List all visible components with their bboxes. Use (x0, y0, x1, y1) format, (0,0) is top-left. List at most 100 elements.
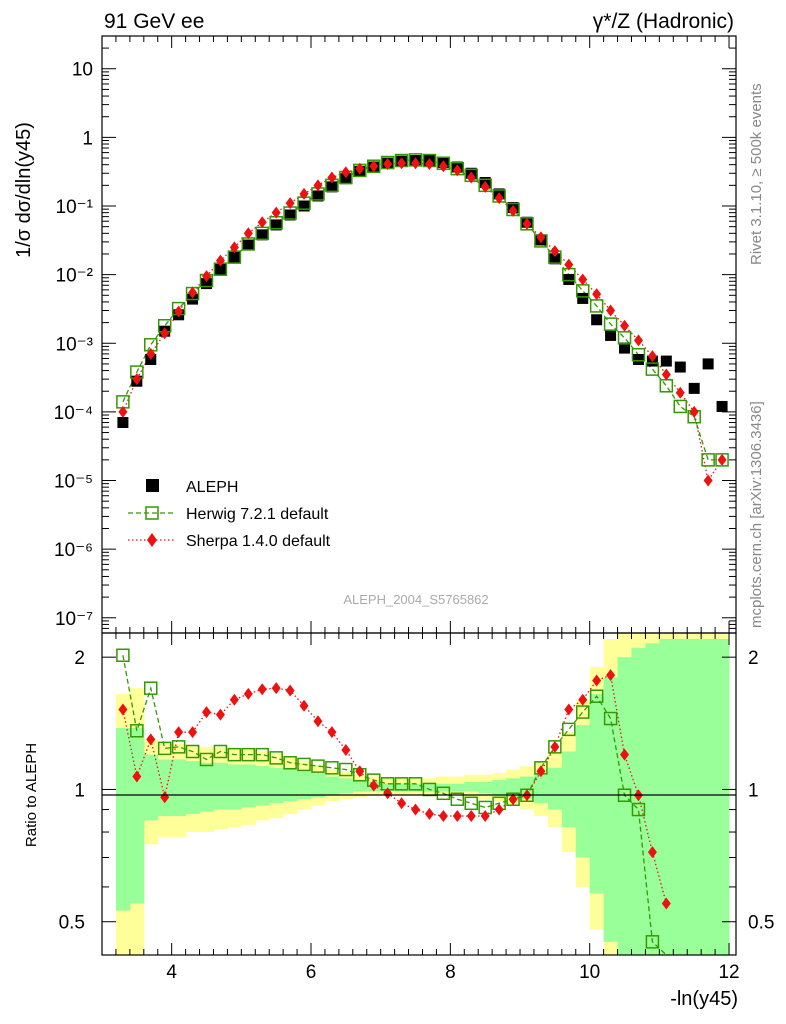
sherpa-ratio-point (285, 684, 295, 697)
herwig-point (631, 348, 646, 362)
ratio-band-inner (464, 781, 479, 792)
aleph-point (577, 292, 589, 304)
ratio-band-inner (687, 638, 702, 955)
herwig-ratio-line (122, 655, 667, 956)
aleph-point (298, 200, 310, 212)
main-y-tick-label: 10⁻¹ (56, 197, 94, 218)
ratio-y-tick-label-left: 0.5 (59, 913, 85, 934)
herwig-ratio-point (408, 777, 423, 791)
ratio-band-inner (185, 761, 201, 814)
ratio-band-inner (659, 638, 674, 955)
main-y-tick-label: 10⁻⁷ (55, 609, 93, 630)
sherpa-ratio-point (146, 733, 156, 746)
sherpa-ratio-point (564, 703, 574, 716)
x-tick-label: 8 (445, 962, 456, 983)
ratio-band-inner (311, 773, 326, 798)
ratio-y-tick-label-right: 2 (748, 648, 759, 669)
sherpa-point (689, 405, 699, 418)
ratio-y-tick-label-right: 0.5 (748, 913, 774, 934)
rivet-label: Rivet 3.1.10, ≥ 500k events (748, 83, 765, 265)
aleph-point (660, 355, 672, 367)
ratio-frame (101, 632, 737, 956)
sherpa-point (411, 157, 421, 170)
sherpa-point (438, 160, 448, 173)
ratio-band-inner (478, 781, 493, 794)
herwig-line (122, 159, 723, 461)
legend-label-sherpa: Sherpa 1.4.0 default (186, 533, 331, 550)
sherpa-ratio-point (480, 810, 490, 823)
sherpa-ratio-point (494, 803, 504, 816)
x-tick-label: 6 (306, 962, 317, 983)
ratio-band-inner (171, 759, 187, 817)
aleph-point (270, 219, 282, 231)
mcplots-label: mcplots.cern.ch [arXiv:1306.3436] (748, 401, 765, 628)
ratio-band-inner (241, 764, 256, 808)
sherpa-ratio-point (383, 787, 393, 800)
main-y-tick-label: 10⁻³ (56, 334, 94, 355)
sherpa-point (550, 245, 560, 258)
aleph-point (549, 253, 561, 265)
sherpa-ratio-line (122, 674, 667, 904)
sherpa-point (188, 286, 198, 299)
sherpa-ratio-point (661, 897, 671, 910)
aleph-point (284, 209, 296, 221)
ratio-y-tick-label-left: 2 (74, 648, 85, 669)
sherpa-point (341, 166, 351, 179)
sherpa-point (174, 305, 184, 318)
header-energy: 91 GeV ee (104, 10, 204, 33)
aleph-point (340, 173, 352, 185)
ratio-band-inner (283, 769, 298, 802)
sherpa-ratio-point (424, 807, 434, 820)
sherpa-point (633, 334, 643, 347)
sherpa-point (661, 368, 671, 381)
sherpa-point (313, 179, 323, 192)
ratio-band-inner (450, 783, 465, 792)
herwig-ratio-point (450, 792, 465, 806)
aleph-point (702, 358, 714, 370)
sherpa-point (620, 319, 630, 332)
axis-ticks: 4 6 8 10 12 10 1 10⁻¹ 10⁻² 10⁻³ 10⁻⁴ 10⁻⁵ 10⁻⁶ 10⁻⁷ 2 2… (54, 35, 774, 983)
herwig-point (701, 453, 715, 467)
sherpa-point (285, 197, 295, 210)
ratio-band-inner (575, 725, 591, 858)
sherpa-point (675, 386, 685, 399)
herwig-ratio-point (339, 762, 353, 777)
herwig-ratio-point (464, 796, 479, 811)
aleph-point (228, 251, 240, 263)
ratio-band-inner (213, 762, 228, 810)
ratio-band-inner (617, 657, 632, 955)
sherpa-point (257, 216, 267, 229)
herwig-ratio-point (562, 722, 576, 737)
sherpa-point (508, 204, 518, 217)
sherpa-ratio-point (257, 683, 267, 696)
header-process: γ*/Z (Hadronic) (593, 10, 734, 33)
main-y-tick-label: 1 (82, 128, 93, 149)
ratio-band-inner (603, 677, 619, 942)
aleph-point (591, 314, 603, 326)
sherpa-point (132, 373, 142, 386)
herwig-point (617, 331, 632, 345)
aleph-point (674, 361, 686, 373)
x-axis-label: -ln(y45) (670, 988, 738, 1010)
sherpa-ratio-point (620, 748, 630, 761)
herwig-ratio-point (283, 756, 297, 770)
herwig-ratio-point (185, 744, 200, 759)
main-y-tick-label: 10⁻² (56, 266, 94, 287)
sherpa-ratio-point (369, 779, 379, 792)
sherpa-ratio-point (118, 703, 128, 716)
sherpa-ratio-point (132, 770, 142, 783)
sherpa-point (703, 474, 713, 487)
legend: ALEPH Herwig 7.2.1 default Sherpa 1.4.0 … (128, 479, 331, 550)
aleph-point (312, 190, 324, 202)
aleph-point (563, 273, 575, 285)
main-y-tick-label: 10 (72, 60, 93, 81)
sherpa-ratio-point (411, 803, 421, 816)
sherpa-ratio-point (341, 743, 351, 756)
sherpa-ratio-point (466, 810, 476, 823)
sherpa-ratio-point (174, 726, 184, 739)
main-y-tick-label: 10⁻⁴ (54, 403, 93, 424)
sherpa-ratio-point (243, 687, 253, 700)
sherpa-point (397, 157, 407, 170)
herwig-ratio-point (144, 681, 158, 695)
sherpa-point (717, 453, 727, 466)
